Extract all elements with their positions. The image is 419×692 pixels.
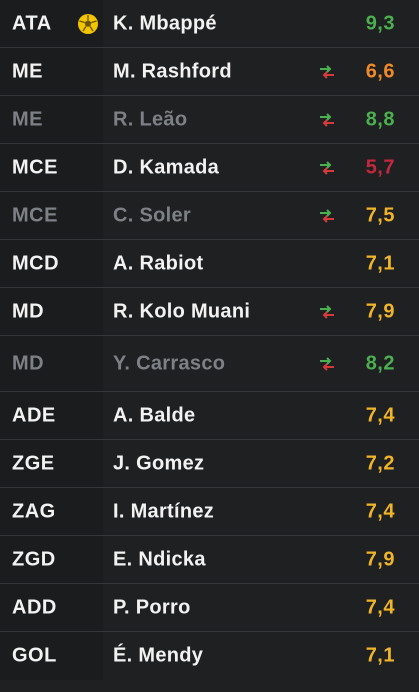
player-rating: 7,1 — [365, 644, 395, 667]
player-position: GOL — [12, 644, 57, 667]
player-row[interactable]: ME M. Rashford 6,6 — [0, 48, 419, 96]
player-row[interactable]: MD Y. Carrasco 8,2 — [0, 336, 419, 392]
position-cell — [0, 440, 103, 487]
player-position: ZGD — [12, 548, 56, 570]
player-position: ATA — [12, 12, 52, 34]
player-row[interactable]: ZGE J. Gomez 7,2 — [0, 440, 419, 488]
player-name: K. Mbappé — [113, 12, 217, 34]
substitution-icon — [320, 160, 334, 175]
player-position: ME — [12, 108, 43, 130]
player-position: MCD — [12, 252, 60, 274]
substitution-icon — [320, 356, 334, 371]
player-row[interactable]: MCD A. Rabiot 7,1 — [0, 240, 419, 288]
player-name: É. Mendy — [113, 644, 204, 667]
player-position: MD — [12, 300, 45, 322]
substitution-icon — [320, 112, 334, 127]
position-cell — [0, 240, 103, 287]
substitution-icon — [320, 64, 334, 79]
player-name: R. Kolo Muani — [113, 300, 251, 322]
position-cell — [0, 96, 103, 143]
position-cell — [0, 192, 103, 239]
position-cell — [0, 48, 103, 95]
position-cell — [0, 144, 103, 191]
player-rating: 8,8 — [365, 108, 395, 130]
position-cell — [0, 288, 103, 335]
player-name: P. Porro — [113, 596, 191, 618]
position-cell — [0, 632, 103, 680]
player-row[interactable]: ADE A. Balde 7,4 — [0, 392, 419, 440]
player-row[interactable]: ZAG I. Martínez 7,4 — [0, 488, 419, 536]
player-rating: 7,5 — [365, 204, 395, 226]
player-rating: 7,9 — [365, 300, 395, 322]
player-row[interactable]: MCE C. Soler 7,5 — [0, 192, 419, 240]
player-name: R. Leão — [113, 108, 188, 130]
position-cell — [0, 584, 103, 631]
player-position: ZGE — [12, 452, 55, 474]
position-cell — [0, 392, 103, 439]
position-cell — [0, 336, 103, 391]
player-name: J. Gomez — [113, 452, 205, 474]
player-name: A. Rabiot — [113, 252, 204, 274]
player-rating: 7,4 — [365, 500, 395, 522]
player-row[interactable]: ZGD E. Ndicka 7,9 — [0, 536, 419, 584]
player-position: MCE — [12, 204, 58, 226]
player-row[interactable]: MD R. Kolo Muani 7,9 — [0, 288, 419, 336]
player-name: M. Rashford — [113, 60, 232, 82]
player-position: ME — [12, 60, 43, 82]
player-row[interactable]: ADD P. Porro 7,4 — [0, 584, 419, 632]
position-cell — [0, 536, 103, 583]
player-rating: 7,4 — [365, 596, 395, 618]
player-rating: 7,1 — [365, 252, 395, 274]
player-name: C. Soler — [113, 204, 191, 226]
player-rating: 5,7 — [365, 156, 395, 178]
player-position: MD — [12, 352, 45, 374]
football-icon — [78, 13, 98, 34]
player-row[interactable]: MCE D. Kamada 5,7 — [0, 144, 419, 192]
player-rating: 7,9 — [365, 548, 395, 570]
player-row[interactable]: ME R. Leão 8,8 — [0, 96, 419, 144]
player-name: A. Balde — [113, 404, 196, 426]
player-position: MCE — [12, 156, 58, 178]
position-cell — [0, 488, 103, 535]
player-name: Y. Carrasco — [113, 352, 226, 374]
player-name: I. Martínez — [113, 500, 215, 522]
player-position: ZAG — [12, 500, 56, 522]
player-name: E. Ndicka — [113, 548, 206, 570]
player-rating: 7,4 — [365, 404, 395, 426]
player-name: D. Kamada — [113, 156, 220, 178]
substitution-icon — [320, 208, 334, 223]
player-row[interactable]: ATA K. Mbappé 9,3 — [0, 0, 419, 48]
player-position: ADD — [12, 596, 57, 618]
player-row[interactable]: GOL É. Mendy 7,1 — [0, 632, 419, 680]
player-position: ADE — [12, 404, 56, 426]
player-rating: 9,3 — [365, 12, 395, 34]
substitution-icon — [320, 304, 334, 319]
player-rating: 7,2 — [365, 452, 395, 474]
player-rating: 6,6 — [365, 60, 395, 82]
player-rating: 8,2 — [365, 352, 395, 374]
